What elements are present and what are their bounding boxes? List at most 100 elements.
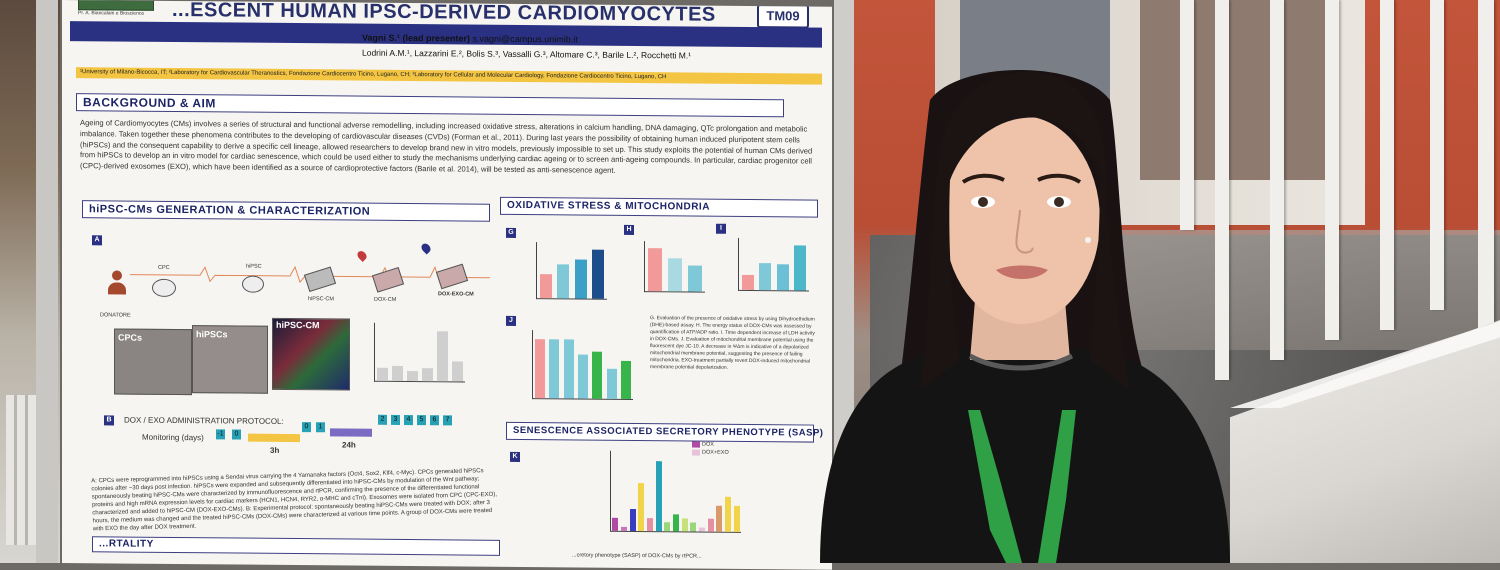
logo-subtitle: Pr. A. Biancalani e Bioscience	[78, 10, 145, 17]
chart-bar	[716, 505, 723, 532]
exo-bar	[330, 428, 372, 437]
section-mortality: ...RTALITY	[92, 536, 500, 556]
dox-exo-cm-label: DOX-EXO-CM	[438, 291, 474, 298]
legend-dox: DOX	[702, 441, 714, 448]
chart-panel-j	[532, 330, 633, 400]
chart-bar	[392, 365, 403, 381]
chart-bar	[724, 497, 732, 532]
day-square: 6	[430, 415, 439, 426]
railing-bar	[1270, 0, 1284, 360]
chart-panel-a	[374, 322, 465, 383]
oxidative-caption: G. Evaluation of the presence of oxidati…	[650, 315, 815, 371]
chart-bar	[698, 527, 706, 532]
chart-bar	[690, 522, 697, 532]
chart-bar	[422, 368, 433, 382]
chart-bar	[592, 351, 603, 399]
day-1: 1	[316, 422, 325, 433]
panel-h-label: H	[624, 224, 634, 235]
chart-bar	[646, 518, 654, 532]
poster-title-prefix: ...ESCENT	[172, 0, 275, 22]
chart-bar	[612, 517, 619, 531]
day-minus-1: -1	[216, 429, 225, 440]
chart-bar	[688, 265, 702, 292]
chart-bar	[681, 518, 688, 532]
dox-cm-label: DOX-CM	[374, 296, 397, 303]
research-poster: Pr. A. Biancalani e Bioscience ...ESCENT…	[62, 0, 832, 570]
chart-bar	[592, 249, 605, 299]
section-background: BACKGROUND & AIM	[76, 93, 784, 118]
panel-b-label: B	[104, 415, 114, 426]
chart-bar	[620, 526, 628, 531]
background-text: Ageing of Cardiomyocytes (CMs) involves …	[80, 118, 813, 176]
duration-3h: 3h	[270, 445, 280, 455]
panel-j-label: J	[506, 315, 516, 326]
institution-logo	[78, 0, 154, 11]
poster-code: TM09	[757, 4, 809, 29]
chart-bar	[452, 361, 463, 382]
section-oxidative: OXIDATIVE STRESS & MITOCHONDRIA	[500, 196, 818, 218]
panel-i-label: I	[716, 223, 726, 234]
sasp-caption: ...cretory phenotype (SASP) of DOX-CMs b…	[572, 552, 702, 560]
hipsc-label: hiPSC	[246, 263, 262, 270]
poster-stand-left	[36, 0, 58, 563]
monitoring-label: Monitoring (days)	[142, 432, 204, 443]
section-generation: hiPSC-CMs GENERATION & CHARACTERIZATION	[82, 200, 490, 222]
dox-bar	[248, 433, 300, 443]
duration-24h: 24h	[342, 440, 356, 450]
micrograph-hipsc-cm-label: hiPSC-CM	[276, 319, 320, 331]
chart-bar	[557, 264, 570, 299]
railing-bar	[1180, 0, 1194, 230]
presenter-name: Vagni S.¹ (lead presenter)	[362, 32, 471, 44]
panel-a-label: A	[92, 235, 102, 246]
day-0: 0	[232, 429, 241, 440]
chart-bar	[549, 339, 560, 399]
window-pane-right	[1140, 0, 1330, 180]
chart-bar	[629, 509, 636, 532]
panel-k-label: K	[510, 451, 520, 462]
chart-bar	[563, 339, 574, 399]
chart-bar	[407, 370, 418, 382]
section-sasp: SENESCENCE ASSOCIATED SECRETORY PHENOTYP…	[506, 421, 823, 443]
presenter-person	[820, 70, 1230, 563]
dox-drop-icon	[355, 249, 369, 262]
railing-bar	[1325, 0, 1339, 340]
ecg-trace	[130, 265, 490, 285]
chart-bar	[668, 258, 682, 292]
donor-icon	[108, 270, 126, 295]
cpc-label: CPC	[158, 264, 170, 271]
railing-bar	[1430, 0, 1444, 310]
railing-bar	[1380, 0, 1394, 330]
chart-bar	[741, 274, 754, 291]
chart-bar	[606, 369, 617, 399]
day-square: 5	[417, 415, 426, 426]
author-list: Lodrini A.M.¹, Lazzarini E.², Bolis S.³,…	[362, 47, 692, 61]
chart-bar	[776, 264, 789, 291]
day-square: 4	[404, 414, 413, 426]
chart-bar	[578, 354, 588, 399]
day-0b: 0	[302, 422, 311, 433]
protocol-title: DOX / EXO ADMINISTRATION PROTOCOL:	[124, 415, 284, 426]
chart-bar	[620, 360, 631, 399]
chart-panel-h	[644, 241, 705, 293]
day-square: 2	[378, 414, 387, 425]
railing-bar	[1215, 0, 1229, 380]
micrograph-cpcs-label: CPCs	[118, 332, 143, 343]
exo-drop-icon	[419, 241, 433, 255]
chart-bar	[539, 273, 552, 299]
chart-bar	[648, 247, 662, 292]
generation-caption: A: CPCs were reprogrammed into hiPSCs us…	[91, 468, 498, 533]
chart-bar	[707, 518, 714, 532]
day-square: 7	[443, 415, 452, 426]
chart-bar	[535, 339, 546, 399]
day-square: 3	[391, 414, 400, 425]
affiliations: ¹University of Milano-Bicocca, IT; ²Labo…	[76, 67, 822, 85]
chart-bar	[759, 262, 772, 291]
chart-bar	[664, 522, 671, 532]
donor-label: DONATORE	[100, 312, 131, 319]
chart-bar	[638, 483, 645, 532]
hipsc-dish-icon	[242, 275, 264, 293]
panel-g-label: G	[506, 227, 516, 238]
presenter-email: s.vagni@campus.unimib.it	[472, 33, 578, 45]
chart-bar	[655, 461, 662, 532]
chart-bar	[437, 330, 448, 382]
